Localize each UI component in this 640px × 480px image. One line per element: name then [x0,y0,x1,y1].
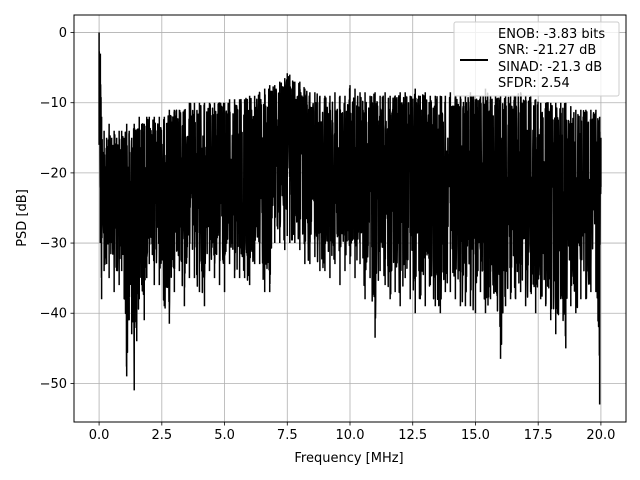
x-axis-label: Frequency [MHz] [294,451,403,466]
y-axis-ticks: 0 −10 −20 −30 −40 −50 [40,26,74,392]
x-tick-label: 17.5 [524,428,553,443]
legend-entry-snr: SNR: -21.27 dB [498,43,596,58]
legend-entry-sinad: SINAD: -21.3 dB [498,60,602,75]
y-tick-label: −50 [40,377,67,392]
y-tick-label: −30 [40,237,67,252]
x-tick-label: 7.5 [277,428,298,443]
legend-box [453,21,620,97]
x-tick-label: 15.0 [461,428,490,443]
y-tick-label: −40 [40,307,67,322]
x-tick-label: 12.5 [398,428,427,443]
y-tick-label: 0 [59,26,67,41]
legend: ENOB: -3.83 bits SNR: -21.27 dB SINAD: -… [453,21,620,97]
x-axis-ticks: 0.0 2.5 5.0 7.5 10.0 12.5 15.0 17.5 20.0 [89,422,615,443]
x-tick-label: 0.0 [89,428,110,443]
x-tick-label: 20.0 [586,428,615,443]
legend-entry-sfdr: SFDR: 2.54 [498,76,570,91]
x-tick-label: 2.5 [151,428,172,443]
psd-trace [98,32,602,405]
y-axis-label: PSD [dB] [15,189,30,247]
x-tick-label: 10.0 [336,428,365,443]
psd-series-line [98,32,602,405]
y-tick-label: −20 [40,166,67,181]
x-tick-label: 5.0 [214,428,235,443]
legend-entry-enob: ENOB: -3.83 bits [498,27,605,42]
y-tick-label: −10 [40,96,67,111]
